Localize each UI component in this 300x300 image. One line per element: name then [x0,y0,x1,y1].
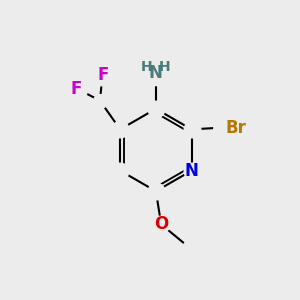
Text: H: H [141,60,153,74]
Text: H: H [159,60,170,74]
Text: N: N [185,162,199,180]
Text: F: F [70,80,82,98]
Text: Br: Br [225,118,246,136]
Text: O: O [154,215,168,233]
Text: F: F [97,66,109,84]
Text: N: N [149,64,163,82]
